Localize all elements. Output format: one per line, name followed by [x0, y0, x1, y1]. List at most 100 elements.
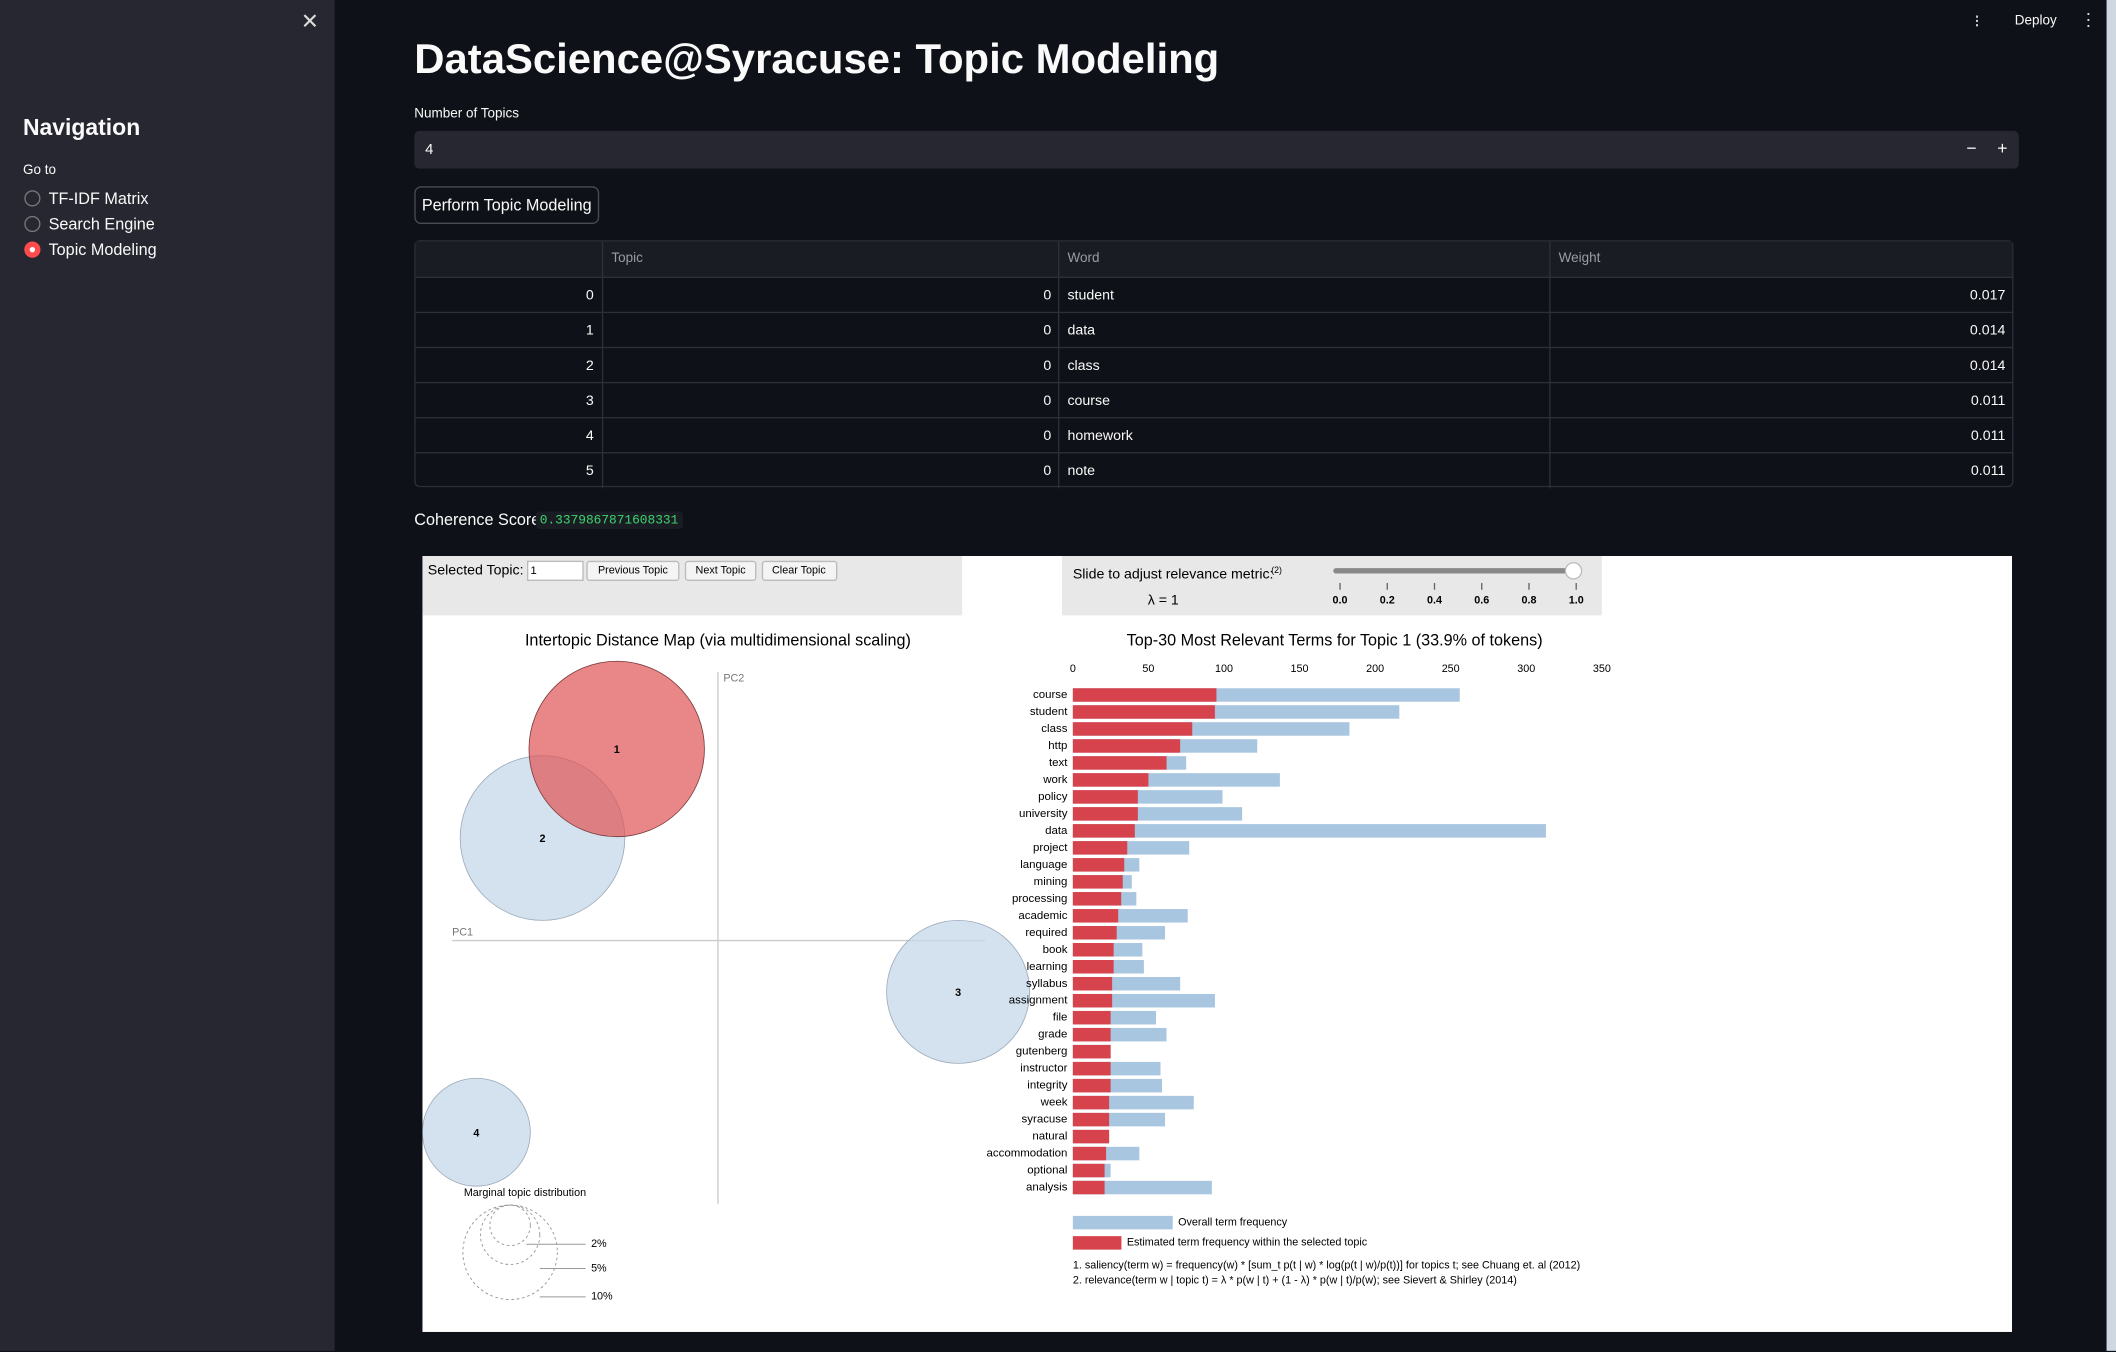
overall-bar[interactable] — [1072, 824, 1546, 838]
clear-button[interactable] — [761, 560, 838, 581]
topic-bar[interactable] — [1072, 858, 1125, 872]
term-label: work — [1042, 774, 1067, 786]
topic-bar[interactable] — [1072, 824, 1135, 838]
term-label: language — [1020, 859, 1067, 871]
x-tick-label: 150 — [1291, 663, 1309, 675]
x-tick-label: 200 — [1366, 663, 1384, 675]
topic-bar[interactable] — [1072, 1180, 1105, 1195]
next-button[interactable] — [684, 560, 757, 581]
topic-bar[interactable] — [1072, 1010, 1111, 1025]
topic-bar[interactable] — [1072, 1129, 1110, 1144]
topic-bar[interactable] — [1072, 959, 1114, 974]
overall-bar[interactable] — [1072, 1180, 1212, 1195]
term-label: policy — [1038, 791, 1068, 803]
button-label: Clear Topic — [772, 565, 826, 577]
topic-circle[interactable] — [886, 919, 1031, 1064]
radio-button[interactable] — [24, 241, 41, 258]
term-label: assignment — [1009, 995, 1068, 1007]
topic-bar[interactable] — [1072, 909, 1119, 923]
topic-input[interactable] — [526, 560, 584, 581]
topic-bar[interactable] — [1072, 892, 1122, 906]
topic-bar[interactable] — [1072, 1044, 1111, 1059]
close-button[interactable]: ✕ — [300, 10, 320, 34]
sidebar-title: Navigation — [22, 114, 141, 141]
topic-bar[interactable] — [1072, 756, 1167, 770]
ldavis: Selected Topic: 1 Previous Topic Next To… — [422, 555, 2013, 1332]
marginal-label: 5% — [591, 1262, 607, 1274]
topic-bar[interactable] — [1072, 773, 1149, 787]
map-title: Intertopic Distance Map (via multidimens… — [525, 631, 911, 649]
legend-swatch — [1072, 1236, 1122, 1250]
table-cell: course — [1058, 381, 1551, 419]
table-cell: 0 — [601, 452, 1060, 489]
radio-option: Search Engine — [48, 214, 155, 234]
slider-track — [1333, 568, 1577, 574]
radio-button[interactable] — [24, 190, 41, 207]
lambda-label: λ = 1 — [1148, 592, 1179, 608]
legend-label: Overall term frequency — [1178, 1216, 1288, 1228]
deploy-button[interactable]: Deploy — [2014, 13, 2057, 29]
table-cell: student — [1058, 276, 1551, 314]
table-cell: 0 — [601, 346, 1060, 384]
footnote: 2. relevance(term w | topic t) = λ * p(w… — [1073, 1275, 1517, 1287]
term-label: instructor — [1020, 1063, 1067, 1075]
topic-bar[interactable] — [1072, 1112, 1110, 1127]
topic-bar[interactable] — [1072, 722, 1193, 736]
number-input[interactable]: 4 − + — [414, 130, 2019, 169]
topic-bar[interactable] — [1072, 875, 1123, 889]
term-label: book — [1043, 944, 1068, 956]
bar-title: Top-30 Most Relevant Terms for Topic 1 (… — [1127, 631, 1543, 649]
topic-circle[interactable] — [528, 660, 705, 838]
topic-bar[interactable] — [1072, 976, 1113, 991]
slider-tick-label: 0.2 — [1380, 594, 1395, 606]
marginal-title: Marginal topic distribution — [464, 1187, 586, 1199]
topic-bar[interactable] — [1072, 943, 1114, 957]
button-label: Next Topic — [696, 565, 747, 577]
topic-label: 3 — [955, 987, 961, 999]
term-label: processing — [1012, 893, 1067, 905]
topic-bar[interactable] — [1072, 1027, 1111, 1042]
topic-bar[interactable] — [1072, 1061, 1111, 1076]
menu-button[interactable]: ⋮ — [2079, 9, 2098, 30]
slider-panel — [1062, 555, 1602, 616]
topic-bar[interactable] — [1072, 1078, 1111, 1093]
topic-bar[interactable] — [1072, 807, 1138, 821]
prev-button[interactable] — [586, 560, 680, 581]
marginal-circle — [479, 1204, 541, 1265]
term-label: syllabus — [1026, 978, 1068, 990]
table-cell: 4 — [415, 416, 602, 453]
table-cell: 0.011 — [1549, 416, 2014, 454]
decrement[interactable]: − — [1966, 137, 1977, 158]
slider-tick-label: 0.0 — [1333, 594, 1348, 606]
topic-bar[interactable] — [1072, 993, 1113, 1008]
pc1-label: PC1 — [452, 926, 473, 938]
topic-bar[interactable] — [1072, 739, 1181, 753]
topic-bar[interactable] — [1072, 688, 1217, 702]
topic-bar[interactable] — [1072, 1095, 1110, 1110]
term-label: required — [1025, 927, 1067, 939]
term-label: class — [1041, 723, 1067, 735]
table-cell: 0 — [601, 381, 1060, 419]
coherence-value: 0.3379867871608331 — [535, 511, 683, 530]
increment[interactable]: + — [1997, 137, 2008, 158]
topic-bar[interactable] — [1072, 926, 1117, 940]
topic-bar[interactable] — [1072, 705, 1215, 719]
slider-tick-label: 0.4 — [1427, 594, 1442, 606]
topic-input-value: 1 — [530, 565, 536, 577]
topic-circle[interactable] — [422, 1077, 531, 1187]
topic-bar[interactable] — [1072, 790, 1138, 804]
radio-option: TF-IDF Matrix — [48, 188, 149, 208]
input-value: 4 — [425, 141, 434, 158]
perform-button[interactable]: Perform Topic Modeling — [414, 186, 600, 225]
term-label: analysis — [1026, 1182, 1068, 1194]
marginal-label: 10% — [591, 1291, 613, 1303]
slider-label: Slide to adjust relevance metric: — [1073, 567, 1274, 583]
status-icon[interactable]: ⁝ — [1974, 10, 1980, 32]
radio-button[interactable] — [24, 215, 41, 233]
x-tick-label: 100 — [1215, 663, 1233, 675]
topic-bar[interactable] — [1072, 1146, 1107, 1161]
slider-footnote: (2) — [1271, 565, 1282, 575]
topic-bar[interactable] — [1072, 1163, 1105, 1178]
slider-knob[interactable] — [1564, 562, 1583, 580]
topic-bar[interactable] — [1072, 841, 1128, 855]
